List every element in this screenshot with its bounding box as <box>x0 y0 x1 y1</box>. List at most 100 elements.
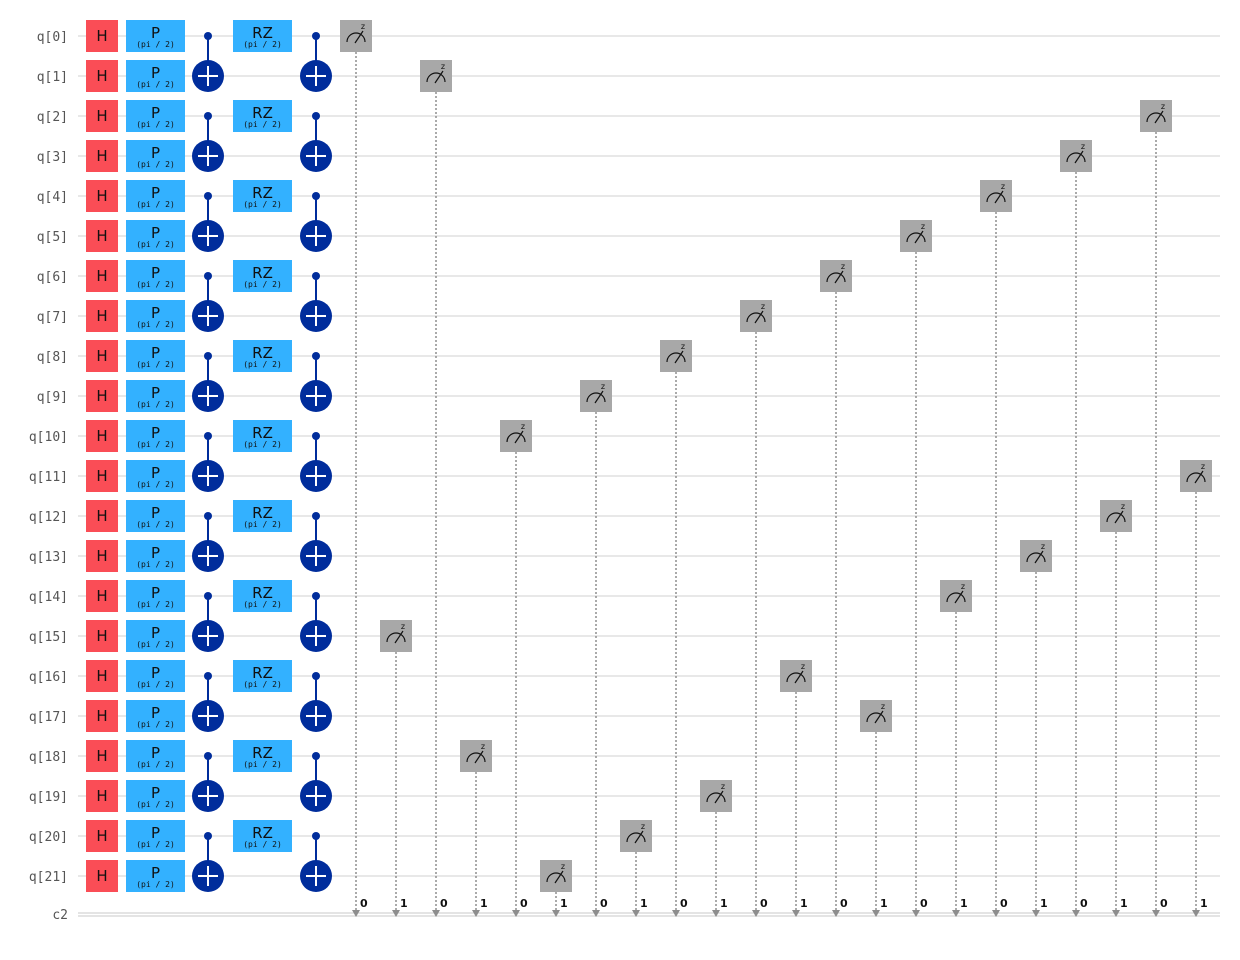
meter-icon <box>826 272 846 283</box>
p-gate-param: (pi / 2) <box>136 240 175 249</box>
measure-basis-label: z <box>881 702 885 711</box>
qubit-label: q[18] <box>29 750 68 765</box>
h-gate <box>86 220 118 252</box>
p-gate <box>126 100 185 132</box>
measure-arrow <box>352 910 360 917</box>
h-gate <box>86 580 118 612</box>
rz-gate-label: RZ <box>252 424 273 442</box>
measure-basis-label: z <box>601 382 605 391</box>
control-dot-icon <box>204 432 212 440</box>
p-gate-label: P <box>151 504 160 522</box>
p-gate <box>126 500 185 532</box>
p-gate <box>126 700 185 732</box>
h-gate-label: H <box>96 67 107 85</box>
measure-arrow <box>992 910 1000 917</box>
meter-needle <box>554 870 564 884</box>
rz-gate-param: (pi / 2) <box>243 40 282 49</box>
p-gate-label: P <box>151 664 160 682</box>
measure-basis-label: z <box>681 342 685 351</box>
p-gate-label: P <box>151 264 160 282</box>
meter-needle <box>474 750 484 764</box>
rz-gate-param: (pi / 2) <box>243 440 282 449</box>
p-gate-param: (pi / 2) <box>136 800 175 809</box>
qubit-label: q[0] <box>37 30 68 45</box>
p-gate <box>126 860 185 892</box>
control-dot-icon <box>312 112 320 120</box>
rz-gate-label: RZ <box>252 744 273 762</box>
control-dot-icon <box>312 752 320 760</box>
control-dot-icon <box>204 352 212 360</box>
h-gate <box>86 260 118 292</box>
qubit-label: q[13] <box>29 550 68 565</box>
meter-needle <box>954 590 964 604</box>
qubit-label: q[20] <box>29 830 68 845</box>
measure-gate <box>1020 540 1052 572</box>
rz-gate <box>233 740 292 772</box>
h-gate-label: H <box>96 27 107 45</box>
h-gate-label: H <box>96 267 107 285</box>
p-gate-label: P <box>151 704 160 722</box>
control-dot-icon <box>312 672 320 680</box>
h-gate-label: H <box>96 147 107 165</box>
h-gate-label: H <box>96 667 107 685</box>
control-dot-icon <box>312 192 320 200</box>
meter-needle <box>394 630 404 644</box>
rz-gate-label: RZ <box>252 584 273 602</box>
classical-bit-index: 1 <box>960 897 968 910</box>
qubit-label: q[17] <box>29 710 68 725</box>
p-gate-label: P <box>151 384 160 402</box>
meter-icon <box>706 792 726 803</box>
classical-bit-index: 1 <box>480 897 488 910</box>
p-gate-param: (pi / 2) <box>136 480 175 489</box>
meter-needle <box>834 270 844 284</box>
meter-icon <box>666 352 686 363</box>
p-gate-label: P <box>151 104 160 122</box>
h-gate-label: H <box>96 707 107 725</box>
classical-bit-index: 1 <box>1120 897 1128 910</box>
meter-icon <box>946 592 966 603</box>
h-gate-label: H <box>96 427 107 445</box>
measure-gate <box>740 300 772 332</box>
meter-needle <box>634 830 644 844</box>
qubit-label: q[10] <box>29 430 68 445</box>
measure-arrow <box>592 910 600 917</box>
rz-gate <box>233 100 292 132</box>
qubit-label: q[12] <box>29 510 68 525</box>
measure-basis-label: z <box>561 862 565 871</box>
h-gate-label: H <box>96 547 107 565</box>
measure-basis-label: z <box>841 262 845 271</box>
qubit-label: q[11] <box>29 470 68 485</box>
p-gate-param: (pi / 2) <box>136 520 175 529</box>
rz-gate-label: RZ <box>252 344 273 362</box>
p-gate-param: (pi / 2) <box>136 200 175 209</box>
meter-icon <box>786 672 806 683</box>
h-gate <box>86 820 118 852</box>
classical-bit-index: 1 <box>640 897 648 910</box>
classical-bit-index: 1 <box>400 897 408 910</box>
rz-gate-label: RZ <box>252 24 273 42</box>
p-gate-param: (pi / 2) <box>136 560 175 569</box>
measure-arrow <box>1072 910 1080 917</box>
p-gate <box>126 180 185 212</box>
measure-arrow <box>872 910 880 917</box>
p-gate <box>126 300 185 332</box>
h-gate <box>86 20 118 52</box>
qubit-label: q[19] <box>29 790 68 805</box>
h-gate <box>86 700 118 732</box>
rz-gate <box>233 340 292 372</box>
p-gate <box>126 460 185 492</box>
p-gate-param: (pi / 2) <box>136 640 175 649</box>
p-gate <box>126 820 185 852</box>
measure-gate <box>900 220 932 252</box>
p-gate-label: P <box>151 424 160 442</box>
measure-basis-label: z <box>1081 142 1085 151</box>
p-gate-param: (pi / 2) <box>136 280 175 289</box>
measure-basis-label: z <box>761 302 765 311</box>
meter-icon <box>506 432 526 443</box>
measure-gate <box>1180 460 1212 492</box>
meter-icon <box>1146 112 1166 123</box>
measure-arrow <box>552 910 560 917</box>
h-gate <box>86 500 118 532</box>
measure-arrow <box>432 910 440 917</box>
